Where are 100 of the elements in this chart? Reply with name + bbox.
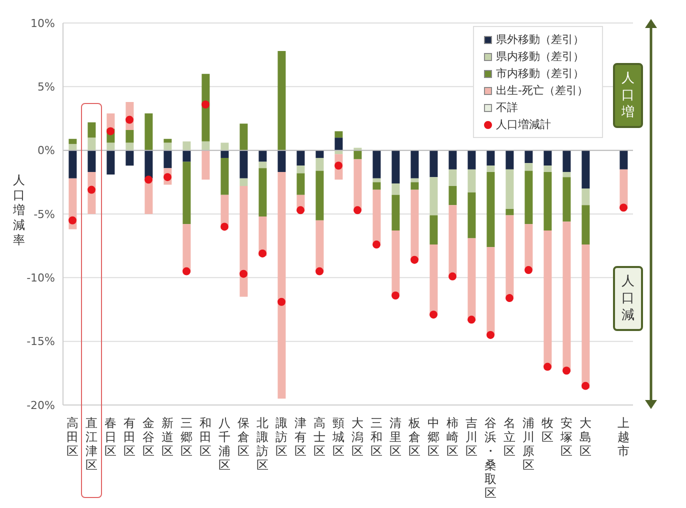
bar (430, 244, 438, 315)
bar (240, 124, 248, 150)
bar (220, 158, 229, 195)
bar (506, 215, 514, 297)
bar (582, 244, 590, 388)
bar (562, 177, 571, 222)
x-tick-label: 春日区 (104, 416, 116, 458)
x-tick-label: 清里区 (390, 416, 402, 458)
bar (468, 150, 476, 170)
x-tick-label: 板倉区 (408, 416, 420, 458)
point (240, 270, 248, 278)
x-tick-label: 諏訪区 (276, 416, 288, 458)
bar (88, 150, 96, 172)
bar (372, 178, 381, 182)
bar (524, 150, 533, 164)
point (524, 266, 532, 274)
bar (372, 150, 381, 178)
bar (544, 150, 552, 166)
point (68, 216, 76, 224)
point (278, 298, 286, 306)
bar (410, 182, 419, 190)
bar (258, 162, 267, 168)
bar (486, 150, 495, 166)
legend-label: 人口増減計 (496, 117, 552, 133)
bar (544, 172, 552, 231)
bar (524, 163, 533, 171)
bar (278, 172, 286, 399)
x-tick-label: 八千浦区 (218, 416, 230, 472)
x-tick-label: 浦川原区 (522, 416, 534, 472)
y-tick-label: 0% (38, 144, 55, 158)
point (544, 362, 552, 371)
x-tick-label: 有田区 (124, 416, 136, 458)
bar (448, 186, 457, 206)
bar (430, 150, 438, 178)
legend-label: 不詳 (496, 100, 518, 116)
bar (316, 170, 324, 220)
y-tick-label: -15% (26, 335, 55, 348)
x-tick-label: 高士区 (314, 416, 326, 458)
bar (524, 224, 533, 270)
legend-label: 市内移動（差引） (496, 66, 584, 82)
x-tick-label: 三和区 (370, 416, 382, 458)
bar (296, 150, 305, 166)
bar (486, 247, 495, 335)
bar (582, 188, 590, 206)
point (182, 267, 190, 276)
legend-label: 県外移動（差引） (496, 32, 584, 48)
point (126, 116, 134, 124)
x-tick-label: 大潟区 (352, 416, 364, 458)
bar (372, 190, 381, 244)
bar (202, 141, 210, 150)
x-tick-label: 牧区 (542, 416, 554, 444)
point (144, 176, 152, 184)
bar (126, 142, 134, 150)
bar (182, 224, 191, 273)
bar (392, 230, 400, 294)
bar (620, 150, 628, 170)
point (392, 291, 400, 300)
bar (506, 169, 514, 209)
legend-label: 県内移動（差引） (496, 49, 584, 65)
point (486, 330, 494, 339)
point (354, 206, 362, 214)
x-tick-label: 柿崎区 (446, 416, 458, 458)
point (106, 127, 114, 136)
label-box: 人口増 (613, 63, 643, 128)
point (88, 186, 96, 194)
point (296, 206, 304, 214)
bar (144, 113, 153, 150)
y-tick-label: 5% (38, 80, 55, 94)
bar (448, 169, 457, 186)
x-tick-label: 三郷区 (180, 416, 192, 458)
bar (68, 138, 77, 144)
x-tick-label: 上越市 (618, 416, 630, 458)
bar (468, 192, 476, 238)
bar (182, 162, 191, 224)
x-tick-label: 高田区 (66, 416, 78, 458)
bar (334, 131, 343, 138)
bar (582, 205, 590, 245)
bar (126, 150, 134, 166)
x-tick-label: 中郷区 (428, 416, 440, 458)
y-tick-label: -5% (34, 208, 55, 221)
point (220, 222, 228, 231)
bar (354, 150, 362, 160)
bar (468, 238, 476, 321)
point (258, 249, 266, 258)
bar (164, 150, 172, 168)
x-tick-label: 頸城区 (332, 416, 344, 458)
bar (448, 150, 457, 170)
bar (202, 74, 210, 142)
bar (278, 150, 286, 172)
point (202, 100, 210, 108)
bar (468, 169, 476, 192)
x-tick-label: 直江津区 (86, 416, 98, 472)
x-tick-label: 北諏訪区 (256, 416, 268, 472)
bar (296, 173, 305, 195)
bar (258, 168, 267, 217)
bar (486, 166, 495, 172)
bar (562, 172, 571, 178)
x-tick-label: 和田区 (200, 416, 212, 458)
bar (316, 158, 324, 171)
point (506, 294, 514, 302)
